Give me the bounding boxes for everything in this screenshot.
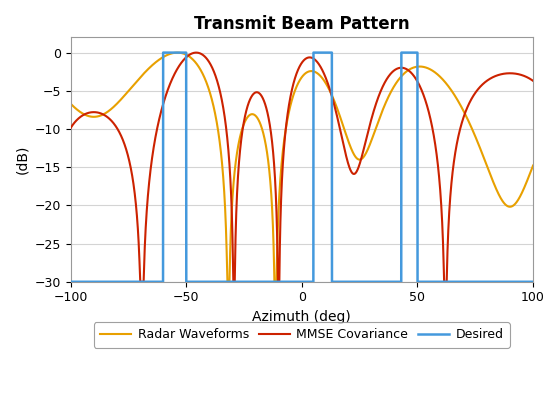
MMSE Covariance xyxy=(516,72,522,77)
Radar Waveforms xyxy=(516,196,522,201)
Desired xyxy=(403,50,410,55)
Radar Waveforms xyxy=(224,279,231,284)
Line: MMSE Covariance: MMSE Covariance xyxy=(71,52,533,282)
Legend: Radar Waveforms, MMSE Covariance, Desired: Radar Waveforms, MMSE Covariance, Desire… xyxy=(94,322,510,348)
Radar Waveforms xyxy=(403,69,410,74)
Radar Waveforms xyxy=(530,163,536,168)
MMSE Covariance xyxy=(137,279,143,284)
Line: Radar Waveforms: Radar Waveforms xyxy=(71,52,533,282)
Desired xyxy=(516,279,522,284)
Radar Waveforms xyxy=(262,139,268,144)
Line: Desired: Desired xyxy=(71,52,533,282)
MMSE Covariance xyxy=(265,117,272,122)
MMSE Covariance xyxy=(403,67,410,72)
Radar Waveforms xyxy=(287,102,294,108)
MMSE Covariance xyxy=(287,94,294,99)
Desired xyxy=(67,279,74,284)
MMSE Covariance xyxy=(530,78,536,83)
Radar Waveforms xyxy=(493,186,500,191)
Radar Waveforms xyxy=(174,50,181,55)
Desired xyxy=(262,279,268,284)
MMSE Covariance xyxy=(262,102,268,107)
Desired xyxy=(287,279,294,284)
Radar Waveforms xyxy=(67,101,74,106)
Title: Transmit Beam Pattern: Transmit Beam Pattern xyxy=(194,15,410,33)
MMSE Covariance xyxy=(193,50,199,55)
Desired xyxy=(160,50,166,55)
MMSE Covariance xyxy=(493,74,500,79)
Radar Waveforms xyxy=(265,164,272,169)
MMSE Covariance xyxy=(67,126,74,131)
Y-axis label: (dB): (dB) xyxy=(15,145,29,174)
Desired xyxy=(493,279,500,284)
Desired xyxy=(265,279,272,284)
Desired xyxy=(530,279,536,284)
X-axis label: Azimuth (deg): Azimuth (deg) xyxy=(253,310,351,324)
